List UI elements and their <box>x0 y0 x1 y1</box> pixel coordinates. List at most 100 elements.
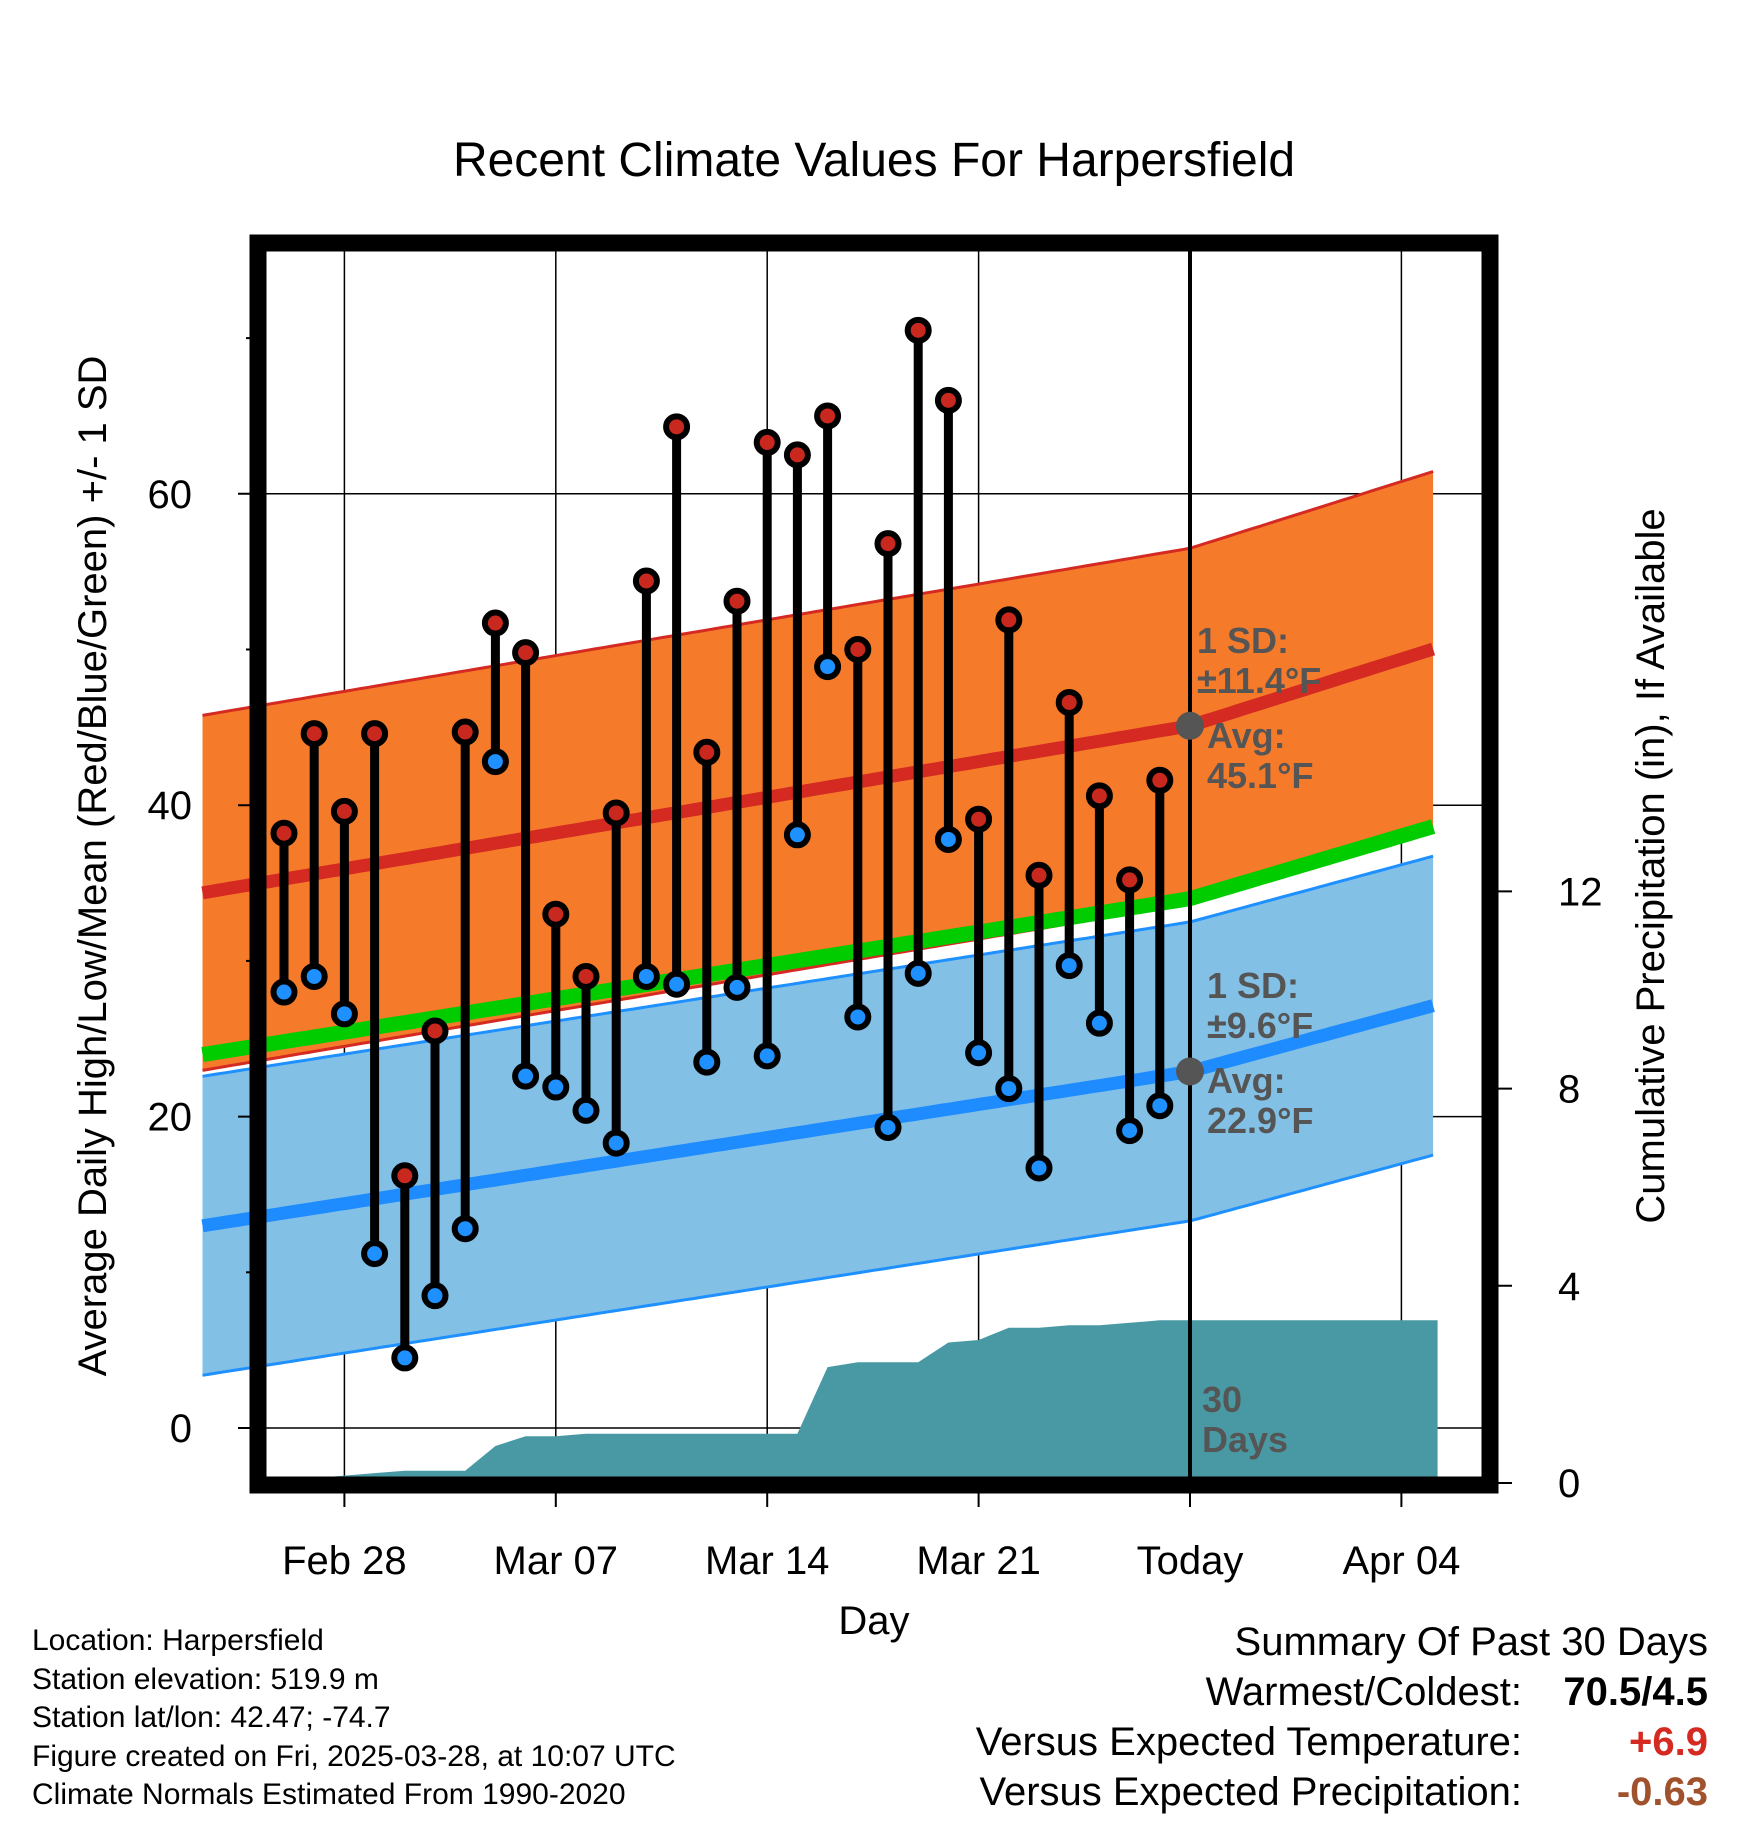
daily-low-point <box>451 1215 479 1243</box>
y2-tick-label: 4 <box>1558 1265 1580 1309</box>
temp-anomaly-value: +6.9 <box>1629 1720 1708 1764</box>
daily-high-point <box>965 805 993 833</box>
daily-low-point <box>1116 1117 1144 1145</box>
daily-high-point <box>361 720 389 748</box>
latlon-text: Station lat/lon: 42.47; -74.7 <box>32 1701 391 1734</box>
today-days-label: 30 Days <box>1202 1379 1288 1460</box>
low-sd-annotation: 1 SD: ±9.6°F <box>1207 965 1313 1046</box>
high-sd-annotation: 1 SD: ±11.4°F <box>1197 620 1321 701</box>
daily-high-point <box>542 900 570 928</box>
daily-low-point <box>1085 1009 1113 1037</box>
daily-high-point <box>512 639 540 667</box>
daily-high-point <box>814 402 842 430</box>
station-info: Location: Harpersfield Station elevation… <box>32 1622 676 1815</box>
daily-high-point <box>693 738 721 766</box>
summary-panel: Summary Of Past 30 Days Warmest/Coldest:… <box>808 1620 1708 1820</box>
y-axis-label: Average Daily High/Low/Mean (Red/Blue/Gr… <box>71 356 115 1377</box>
daily-low-point <box>965 1039 993 1067</box>
plot-area: 1 SD: ±11.4°F Avg: 45.1°F 1 SD: ±9.6°F Avg: 22.… <box>148 234 1603 1583</box>
x-tick-label: Mar 14 <box>705 1539 830 1583</box>
daily-low-point <box>421 1282 449 1310</box>
chart-title: Recent Climate Values For Harpersfield <box>453 134 1295 187</box>
y2-tick-label: 0 <box>1558 1462 1580 1506</box>
daily-high-point <box>783 441 811 469</box>
daily-high-point <box>391 1162 419 1190</box>
x-tick-label: Apr 04 <box>1342 1539 1460 1583</box>
daily-low-point <box>602 1129 630 1157</box>
daily-high-point <box>270 819 298 847</box>
daily-high-point <box>1116 866 1144 894</box>
daily-low-point <box>783 821 811 849</box>
low-band-upper-edge <box>202 854 1434 1078</box>
y-tick-label: 0 <box>170 1407 192 1451</box>
normal-high-line <box>201 642 1436 900</box>
daily-low-point <box>753 1042 781 1070</box>
daily-low-point <box>934 825 962 853</box>
x-tick-label: Mar 07 <box>494 1539 619 1583</box>
daily-high-point <box>1146 766 1174 794</box>
daily-high-point <box>1025 861 1053 889</box>
daily-low-point <box>1146 1092 1174 1120</box>
high-avg-annotation: Avg: 45.1°F <box>1207 715 1313 796</box>
daily-high-point <box>934 386 962 414</box>
daily-low-point <box>300 962 328 990</box>
daily-low-point <box>723 973 751 1001</box>
daily-low-point <box>844 1003 872 1031</box>
location-text: Location: Harpersfield <box>32 1624 324 1657</box>
daily-low-point <box>814 653 842 681</box>
y2-tick-label: 12 <box>1558 870 1603 914</box>
daily-high-point <box>844 636 872 663</box>
daily-low-point <box>512 1062 540 1090</box>
daily-high-point <box>330 797 358 825</box>
daily-high-point <box>663 413 691 441</box>
daily-low-point <box>1025 1154 1053 1182</box>
today-normal-low-dot <box>1176 1057 1204 1086</box>
daily-high-point <box>632 567 660 595</box>
daily-low-point <box>330 1000 358 1028</box>
x-axis-label: Day <box>838 1599 909 1643</box>
summary-warm-cold-row: Warmest/Coldest: 70.5/4.5 <box>808 1670 1708 1720</box>
normals-text: Climate Normals Estimated From 1990-2020 <box>32 1778 626 1811</box>
summary-title: Summary Of Past 30 Days <box>1234 1620 1708 1664</box>
daily-high-point <box>1085 782 1113 810</box>
summary-title-row: Summary Of Past 30 Days <box>808 1620 1708 1670</box>
daily-high-point <box>300 720 328 748</box>
daily-high-point <box>874 530 902 558</box>
daily-high-point <box>1055 688 1083 716</box>
daily-high-point <box>904 316 932 344</box>
y-tick-label: 20 <box>148 1096 193 1140</box>
daily-high-point <box>753 428 781 456</box>
cumulative-precip-area <box>205 1320 1438 1483</box>
x-tick-label: Today <box>1137 1539 1244 1583</box>
y-axis: 0 20 40 60 <box>148 337 258 1451</box>
y2-axis-label: Cumulative Precipitation (in), If Availa… <box>1629 508 1673 1223</box>
precip-anomaly-value: -0.63 <box>1616 1770 1708 1814</box>
high-sd-band <box>202 471 1434 1071</box>
daily-low-point <box>270 978 298 1006</box>
daily-high-point <box>572 962 600 990</box>
daily-low-point <box>632 962 660 990</box>
daily-low-point <box>572 1096 600 1124</box>
temp-anomaly-label: Versus Expected Temperature: <box>975 1720 1522 1764</box>
daily-high-point <box>723 587 751 615</box>
created-text: Figure created on Fri, 2025-03-28, at 10… <box>32 1739 676 1773</box>
low-avg-annotation: Avg: 22.9°F <box>1207 1060 1313 1141</box>
warm-cold-value: 70.5/4.5 <box>1563 1670 1708 1714</box>
summary-temp-row: Versus Expected Temperature: +6.9 <box>808 1720 1708 1770</box>
normal-mean-line <box>201 819 1436 1062</box>
y-tick-label: 60 <box>148 473 193 517</box>
daily-low-point <box>995 1075 1023 1103</box>
daily-high-point <box>481 609 509 637</box>
daily-low-point <box>481 748 509 776</box>
daily-low-point <box>361 1240 389 1268</box>
daily-low-point <box>693 1048 721 1076</box>
y2-axis: 0 4 8 12 <box>1490 870 1603 1506</box>
plot-frame <box>249 234 1499 1494</box>
y-tick-label: 40 <box>148 784 193 828</box>
x-tick-label: Mar 21 <box>916 1539 1041 1583</box>
daily-high-point <box>602 799 630 827</box>
daily-low-point <box>1055 952 1083 980</box>
daily-low-point <box>542 1073 570 1101</box>
daily-low-point <box>663 970 691 998</box>
